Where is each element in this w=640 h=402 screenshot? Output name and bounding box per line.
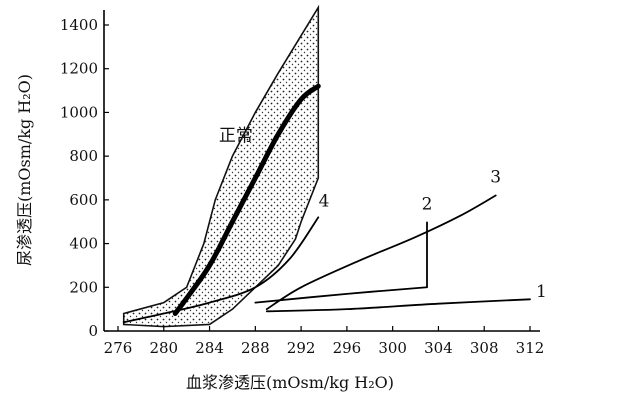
x-tick-label: 312 (516, 339, 545, 357)
y-tick-label: 400 (69, 235, 98, 253)
y-tick-label: 1000 (60, 103, 98, 121)
curve-label-2: 2 (422, 195, 433, 215)
series-line-2 (254, 286, 428, 304)
y-tick-label: 200 (69, 278, 98, 296)
x-tick-label: 280 (149, 339, 178, 357)
series-line-1 (265, 298, 531, 313)
y-axis-title: 尿渗透压(mOsm/kg H₂O) (15, 74, 34, 266)
curve-label-4: 4 (319, 191, 330, 211)
y-tick-label: 1200 (60, 60, 98, 78)
x-tick-label: 288 (241, 339, 270, 357)
x-tick-label: 304 (424, 339, 453, 357)
y-tick-label: 1400 (60, 16, 98, 34)
x-tick-label: 276 (104, 339, 133, 357)
normal-region-band (122, 4, 320, 328)
curve-label-1: 1 (536, 282, 547, 302)
x-tick-label: 296 (333, 339, 362, 357)
x-tick-label: 308 (470, 339, 499, 357)
y-tick-label: 0 (88, 322, 98, 340)
x-tick-label: 292 (287, 339, 316, 357)
curve-label-3: 3 (490, 167, 501, 187)
y-tick-label: 800 (69, 147, 98, 165)
series-line-4 (122, 216, 320, 324)
x-tick-label: 300 (378, 339, 407, 357)
series-line-3 (265, 194, 497, 311)
series-normal-line (172, 83, 321, 317)
normal-region-label: 正常 (219, 126, 253, 146)
y-tick-label: 600 (69, 191, 98, 209)
x-axis-title: 血浆渗透压(mOsm/kg H₂O) (186, 373, 394, 392)
x-tick-label: 284 (195, 339, 224, 357)
